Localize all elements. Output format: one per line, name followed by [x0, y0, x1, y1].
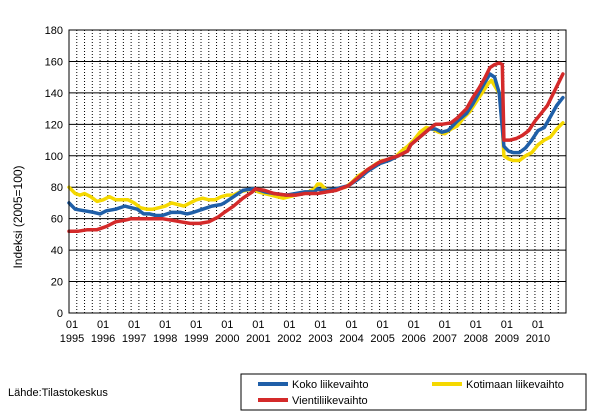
x-tick-month: 01 [190, 319, 202, 331]
series-line-2 [67, 61, 565, 233]
x-tick-month: 01 [283, 319, 295, 331]
y-tick-label: 40 [51, 245, 63, 257]
y-tick-label: 80 [51, 182, 63, 194]
legend-label-kotimaan: Kotimaan liikevaihto [466, 379, 564, 391]
x-tick-year: 2000 [215, 333, 239, 345]
y-tick-label: 160 [45, 56, 63, 68]
plot-frame [68, 29, 567, 314]
y-axis: 0 20 40 60 80 100 120 140 160 180 [45, 25, 63, 320]
legend: Koko liikevaihto Kotimaan liikevaihto Vi… [240, 373, 587, 411]
x-tick-month: 01 [66, 319, 78, 331]
x-tick-year: 2001 [246, 333, 270, 345]
y-tick-label: 180 [45, 25, 63, 37]
y-tick-label: 140 [45, 88, 63, 100]
x-tick-year: 2004 [339, 333, 363, 345]
y-tick-label: 60 [51, 214, 63, 226]
x-tick-month: 01 [532, 319, 544, 331]
x-tick-month: 01 [314, 319, 326, 331]
x-tick-year: 2006 [401, 333, 425, 345]
x-tick-month: 01 [377, 319, 389, 331]
x-tick-year: 1999 [184, 333, 208, 345]
y-tick-label: 20 [51, 277, 63, 289]
series-lines [67, 61, 565, 233]
x-tick-month: 01 [501, 319, 513, 331]
y-axis-title: Indeksi (2005=100) [11, 165, 25, 268]
x-tick-year: 1998 [153, 333, 177, 345]
series-line-0 [67, 72, 565, 218]
series-line-1 [67, 78, 565, 211]
legend-label-vienti: Vientiliikevaihto [292, 395, 368, 407]
x-tick-month: 01 [159, 319, 171, 331]
x-tick-year: 1996 [91, 333, 115, 345]
x-axis: 01 1995 01 1996 01 1997 01 1998 01 1999 01 2000 01 20… [60, 319, 550, 345]
x-tick-month: 01 [345, 319, 357, 331]
y-tick-label: 0 [57, 308, 63, 320]
x-tick-month: 01 [470, 319, 482, 331]
x-tick-year: 2005 [370, 333, 394, 345]
x-tick-month: 01 [252, 319, 264, 331]
source-note: Lähde:Tilastokeskus [8, 387, 108, 399]
x-tick-year: 2008 [464, 333, 488, 345]
x-tick-year: 2003 [308, 333, 332, 345]
x-tick-year: 2007 [433, 333, 457, 345]
x-tick-year: 2002 [277, 333, 301, 345]
x-tick-year: 1997 [122, 333, 146, 345]
legend-label-koko: Koko liikevaihto [292, 379, 368, 391]
legend-box [240, 373, 587, 411]
x-tick-year: 2009 [495, 333, 519, 345]
x-tick-month: 01 [128, 319, 140, 331]
y-tick-label: 120 [45, 119, 63, 131]
x-tick-year: 2010 [526, 333, 550, 345]
x-tick-month: 01 [439, 319, 451, 331]
x-tick-month: 01 [97, 319, 109, 331]
x-tick-year: 1995 [60, 333, 84, 345]
grid [69, 29, 566, 313]
x-tick-month: 01 [221, 319, 233, 331]
y-tick-label: 100 [45, 151, 63, 163]
x-tick-month: 01 [408, 319, 420, 331]
